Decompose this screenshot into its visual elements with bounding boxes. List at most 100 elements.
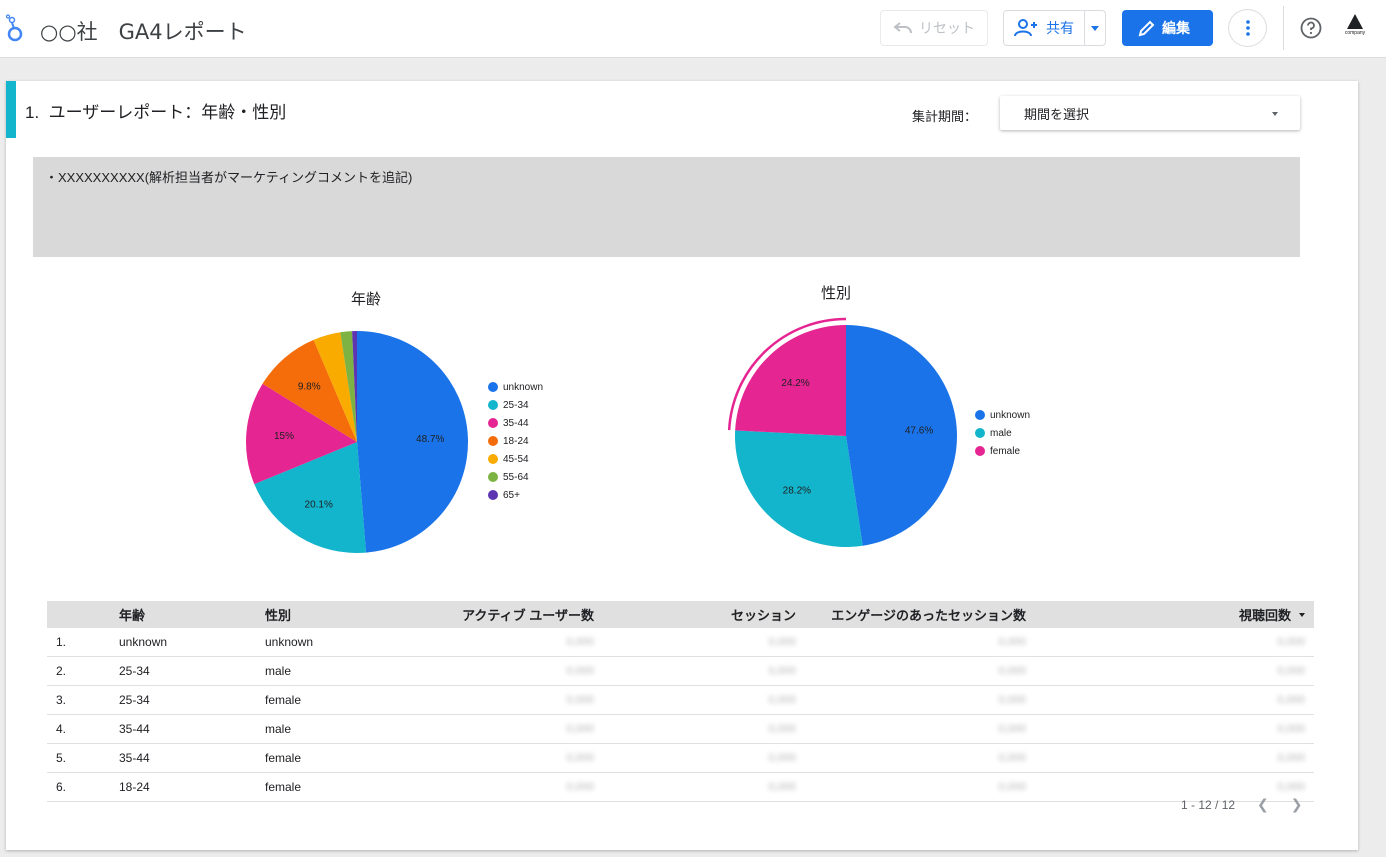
pie-data-label: 15% (274, 431, 294, 442)
row-age: 35-44 (119, 722, 150, 736)
pie-data-label: 24.2% (781, 378, 809, 389)
row-views-masked: 0,000 (1277, 694, 1305, 706)
legend-item[interactable]: 25-34 (488, 396, 543, 414)
report-title: ○○社 GA4レポート (40, 20, 247, 44)
table-row[interactable]: 4. 35-44 male 0,000 0,000 0,000 0,000 (47, 715, 1314, 744)
legend-label: female (990, 445, 1021, 457)
share-button[interactable]: 共有 (1004, 11, 1086, 45)
legend-item[interactable]: 45-54 (488, 450, 543, 468)
row-age: unknown (119, 635, 168, 649)
row-active-users-masked: 0,000 (566, 665, 594, 677)
column-header-views-label: 視聴回数 (1238, 608, 1291, 623)
chevron-left-icon[interactable]: ❮ (1257, 796, 1269, 812)
more-options-button[interactable] (1228, 9, 1267, 47)
legend-item[interactable]: male (975, 424, 1030, 442)
add-person-icon (1014, 19, 1037, 37)
section-accent-bar (6, 81, 16, 138)
legend-label: male (990, 427, 1012, 439)
row-active-users-masked: 0,000 (566, 752, 594, 764)
column-header-age[interactable]: 年齢 (119, 608, 146, 623)
caret-down-icon (1272, 112, 1278, 116)
legend-label: 55-64 (503, 471, 529, 483)
legend-item[interactable]: 55-64 (488, 468, 543, 486)
legend-item[interactable]: 65+ (488, 486, 543, 504)
pie-slice-female[interactable] (735, 325, 846, 436)
share-button-group: 共有 (1003, 10, 1106, 46)
help-icon[interactable] (1300, 17, 1322, 39)
table-row[interactable]: 3. 25-34 female 0,000 0,000 0,000 0,000 (47, 686, 1314, 715)
table-header: 年齢 性別 アクティブ ユーザー数 セッション エンゲージのあったセッション数 … (47, 601, 1314, 628)
pie-slice-45-54[interactable] (313, 332, 357, 442)
section-title: 1. ユーザーレポート：年齢・性別 (25, 103, 287, 122)
column-header-engaged-sessions[interactable]: エンゲージのあったセッション数 (831, 608, 1026, 623)
row-index: 5. (56, 751, 67, 765)
reset-button[interactable]: リセット (880, 10, 988, 46)
gender-chart-legend: unknown male female (975, 406, 1030, 460)
legend-item[interactable]: 35-44 (488, 414, 543, 432)
legend-item[interactable]: 18-24 (488, 432, 543, 450)
row-age: 25-34 (119, 664, 150, 678)
legend-item[interactable]: unknown (975, 406, 1030, 424)
table-row[interactable]: 2. 25-34 male 0,000 0,000 0,000 0,000 (47, 657, 1314, 686)
pie-slice-35-44[interactable] (246, 383, 357, 485)
edit-button[interactable]: 編集 (1122, 10, 1213, 46)
share-dropdown-button[interactable] (1085, 11, 1105, 45)
age-chart-title: 年齢 (351, 291, 382, 308)
row-engaged-sessions-masked: 0,000 (998, 752, 1026, 764)
age-pie-chart[interactable]: 48.7% 20.1% 15% 9.8% (241, 324, 471, 554)
undo-icon (893, 22, 912, 34)
pie-slice-male[interactable] (735, 430, 863, 547)
pie-slice-65+[interactable] (352, 331, 357, 442)
row-sessions-masked: 0,000 (768, 781, 796, 793)
pie-slice-55-64[interactable] (340, 331, 357, 442)
row-age: 25-34 (119, 693, 150, 707)
table-row[interactable]: 6. 18-24 female 0,000 0,000 0,000 0,000 (47, 773, 1314, 802)
legend-item[interactable]: unknown (488, 378, 543, 396)
share-button-label: 共有 (1046, 20, 1074, 36)
pie-slice-unknown[interactable] (846, 325, 957, 546)
legend-dot-icon (488, 400, 498, 410)
legend-dot-icon (488, 418, 498, 428)
legend-label: 45-54 (503, 453, 529, 465)
company-logo[interactable]: company (1338, 14, 1372, 44)
pie-slice-unknown[interactable] (357, 331, 469, 553)
column-header-sessions[interactable]: セッション (730, 608, 796, 623)
header-divider (1283, 6, 1284, 50)
gender-pie-chart[interactable]: 47.6% 28.2% 24.2% (726, 311, 966, 551)
table-row[interactable]: 1. unknown unknown 0,000 0,000 0,000 0,000 (47, 628, 1314, 657)
legend-dot-icon (975, 446, 985, 456)
row-gender: male (265, 722, 292, 736)
row-sessions-masked: 0,000 (768, 665, 796, 677)
pie-data-label: 20.1% (305, 499, 333, 510)
row-active-users-masked: 0,000 (566, 723, 594, 735)
pie-slice-25-34[interactable] (254, 442, 367, 553)
row-sessions-masked: 0,000 (768, 752, 796, 764)
column-header-gender[interactable]: 性別 (265, 608, 292, 623)
row-engaged-sessions-masked: 0,000 (998, 723, 1026, 735)
company-logo-text: company (1344, 30, 1366, 36)
row-sessions-masked: 0,000 (768, 636, 796, 648)
period-select[interactable]: 期間を選択 (1000, 96, 1300, 130)
row-sessions-masked: 0,000 (768, 723, 796, 735)
pager-range: 1 - 12 / 12 (1181, 797, 1236, 812)
column-header-active-users[interactable]: アクティブ ユーザー数 (462, 608, 594, 623)
row-index: 6. (56, 780, 67, 794)
row-gender: male (265, 664, 292, 678)
row-engaged-sessions-masked: 0,000 (998, 665, 1026, 677)
row-index: 3. (56, 693, 67, 707)
legend-dot-icon (488, 472, 498, 482)
pie-slice-18-24[interactable] (262, 339, 357, 442)
looker-studio-logo-icon[interactable] (4, 14, 26, 44)
column-header-views[interactable]: 視聴回数 (1239, 601, 1305, 628)
chevron-right-icon[interactable]: ❯ (1290, 796, 1303, 812)
row-views-masked: 0,000 (1277, 636, 1305, 648)
pie-data-label: 48.7% (416, 434, 444, 445)
pencil-icon (1138, 20, 1155, 37)
legend-item[interactable]: female (975, 442, 1030, 460)
reset-button-label: リセット (919, 20, 975, 36)
gender-chart-title: 性別 (821, 285, 852, 302)
legend-dot-icon (488, 436, 498, 446)
row-gender: female (265, 751, 302, 765)
legend-label: unknown (990, 409, 1031, 421)
table-row[interactable]: 5. 35-44 female 0,000 0,000 0,000 0,000 (47, 744, 1314, 773)
